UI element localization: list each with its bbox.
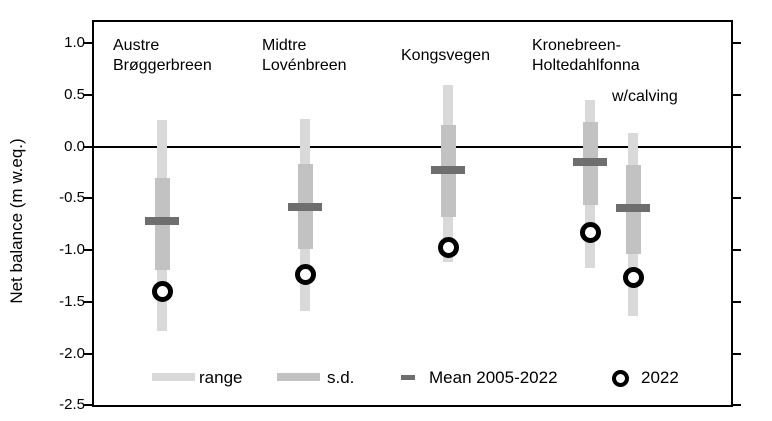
glacier-label: Kronebreen- Holtedahlfonna	[532, 36, 640, 76]
glacier-label-line: w/calving	[612, 88, 678, 105]
legend-label: range	[199, 368, 243, 387]
value-2022-marker	[294, 264, 316, 286]
y-axis-tick-label: -1.0	[59, 241, 85, 258]
legend-mean-dash	[401, 375, 415, 380]
legend-label: Mean 2005-2022	[429, 368, 558, 387]
y-axis-tick-right	[733, 249, 741, 251]
glacier-label: w/calving	[612, 87, 678, 107]
y-axis-tick-right	[733, 93, 741, 96]
y-axis-tick-label: -2.0	[59, 344, 85, 362]
y-axis-tick-left	[84, 300, 92, 303]
legend-range-swatch	[152, 373, 195, 381]
glacier-label-line: Brøggerbreen	[113, 57, 212, 74]
mean-dash	[573, 158, 607, 167]
glacier-label-line: Kongsvegen	[401, 47, 490, 64]
y-axis-tick-left	[84, 93, 92, 96]
y-axis-tick-label: -1.5	[59, 292, 85, 310]
y-axis-tick-right	[733, 300, 741, 303]
y-axis-tick-right	[733, 404, 741, 407]
glacier-label-line: Holtedahlfonna	[532, 57, 640, 74]
legend-label: 2022	[641, 368, 679, 387]
mean-dash	[288, 202, 322, 211]
glacier-label-line: Austre	[113, 37, 160, 54]
y-axis-tick-left	[84, 352, 92, 355]
y-axis-tick-label: 1.0	[64, 34, 85, 51]
glacier-label-line: Lovénbreen	[262, 57, 347, 74]
y-axis-tick-label: 0.5	[64, 85, 85, 103]
value-2022-marker	[151, 280, 173, 302]
value-2022-marker	[579, 221, 601, 243]
y-axis-tick-left	[84, 249, 92, 251]
mean-dash	[145, 217, 179, 226]
y-axis-title: Net balance (m w.eq.)	[7, 138, 26, 304]
y-axis-tick-right	[733, 42, 741, 44]
y-axis-tick-left	[84, 197, 92, 200]
y-axis-tick-right	[733, 352, 741, 355]
glacier-label-line: Midtre	[262, 37, 307, 54]
y-axis-tick-left	[84, 42, 92, 44]
glacier-label: Kongsvegen	[401, 46, 490, 66]
y-axis-tick-label: 0.0	[64, 137, 85, 155]
y-axis-tick-right	[733, 145, 741, 148]
legend-2022-circle	[612, 370, 629, 387]
y-axis-tick-left	[84, 145, 92, 148]
glacier-label: Austre Brøggerbreen	[113, 36, 212, 76]
mean-dash	[616, 203, 650, 212]
y-axis-tick-right	[733, 197, 741, 200]
mean-dash	[431, 166, 465, 175]
y-axis-tick-label: -2.5	[59, 396, 85, 414]
value-2022-marker	[622, 267, 644, 289]
y-axis-tick-label: -0.5	[59, 189, 85, 207]
y-axis-tick-left	[84, 404, 92, 407]
value-2022-marker	[437, 237, 459, 259]
glacier-label-line: Kronebreen-	[532, 37, 621, 54]
zero-line	[92, 145, 733, 148]
legend-sd-swatch	[277, 373, 320, 381]
glacier-label: Midtre Lovénbreen	[262, 36, 347, 76]
legend-label: s.d.	[327, 368, 355, 387]
